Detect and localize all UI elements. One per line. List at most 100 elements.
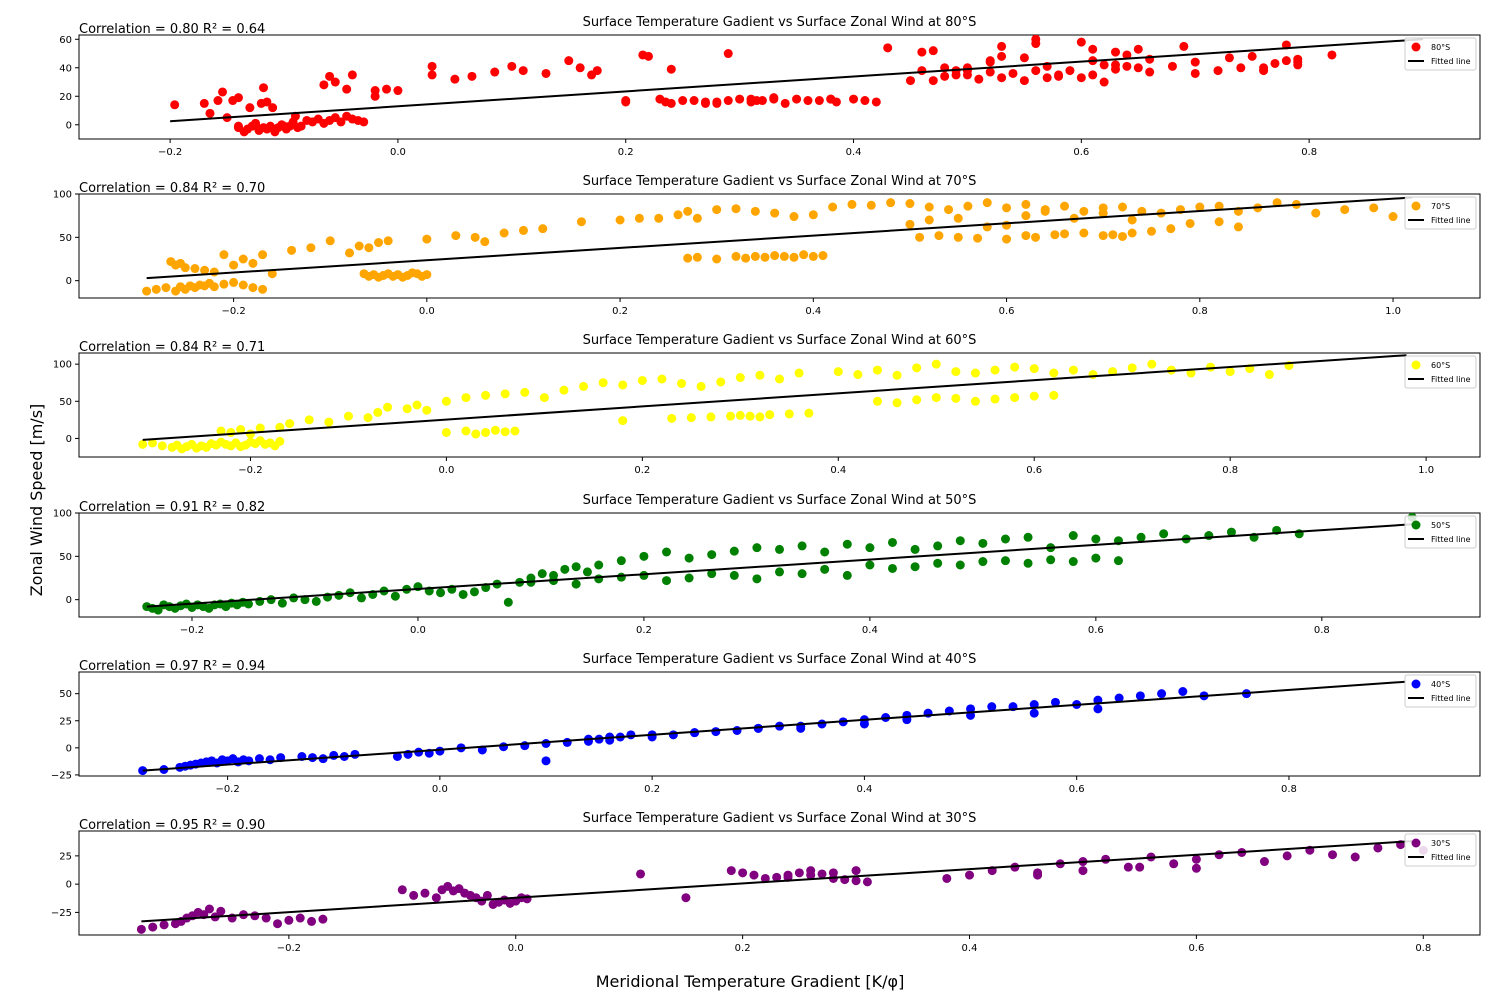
data-point xyxy=(872,365,882,375)
y-tick-label: 50 xyxy=(59,233,72,244)
data-point xyxy=(560,564,570,574)
data-point xyxy=(268,103,278,113)
data-point xyxy=(518,66,528,76)
chart-panel: Correlation = 0.97 R² = 0.94 Surface Temp… xyxy=(51,652,1481,795)
correlation-text: Correlation = 0.84 R² = 0.70 xyxy=(79,181,265,196)
data-point xyxy=(245,103,255,113)
data-point xyxy=(461,426,471,436)
data-point xyxy=(973,233,983,243)
data-point xyxy=(1226,527,1236,537)
data-point xyxy=(692,213,702,223)
data-point xyxy=(796,721,806,731)
data-point xyxy=(324,417,334,427)
data-point xyxy=(500,427,510,437)
chart-panel: Correlation = 0.95 R² = 0.90 Surface Temp… xyxy=(51,811,1481,954)
data-point xyxy=(238,254,248,264)
data-point xyxy=(924,202,934,212)
data-point xyxy=(637,375,647,385)
data-point xyxy=(711,727,721,737)
data-point xyxy=(1091,534,1101,544)
data-point xyxy=(1002,220,1012,230)
data-point xyxy=(760,873,770,883)
data-point xyxy=(755,370,765,380)
data-point xyxy=(616,556,626,566)
data-point xyxy=(541,68,551,78)
legend: 80°S Fitted line xyxy=(1404,37,1477,71)
legend-label: 40°S xyxy=(1431,680,1450,689)
data-point xyxy=(594,560,604,570)
data-point xyxy=(390,591,400,601)
x-tick-label: 0.2 xyxy=(634,465,650,476)
data-point xyxy=(818,251,828,261)
data-point xyxy=(254,754,264,764)
data-point xyxy=(797,569,807,579)
data-point xyxy=(1031,232,1041,242)
data-point xyxy=(726,411,736,421)
fitted-line xyxy=(141,840,1412,923)
axes-frame xyxy=(78,34,1481,140)
data-point xyxy=(397,885,407,895)
data-point xyxy=(383,402,393,412)
data-point xyxy=(883,43,893,53)
y-tick-label: 0 xyxy=(66,743,72,754)
data-point xyxy=(842,539,852,549)
chart-panel: Correlation = 0.80 R² = 0.64 Surface Temp… xyxy=(59,15,1481,158)
data-point xyxy=(1029,364,1039,374)
data-point xyxy=(1206,362,1216,372)
chart-panel: Correlation = 0.84 R² = 0.71 Surface Temp… xyxy=(53,333,1481,476)
data-point xyxy=(422,270,432,280)
data-point xyxy=(1233,222,1243,232)
y-tick-label: 50 xyxy=(59,552,72,563)
data-point xyxy=(871,97,881,107)
data-point xyxy=(559,385,569,395)
data-point xyxy=(350,749,360,759)
x-tick-label: 0.8 xyxy=(1415,943,1431,954)
data-point xyxy=(1046,555,1056,565)
legend-marker xyxy=(1411,838,1421,848)
data-point xyxy=(142,286,152,296)
data-point xyxy=(258,284,268,294)
data-point xyxy=(1060,201,1070,211)
data-point xyxy=(296,121,306,131)
y-tick-label: 100 xyxy=(53,509,72,520)
axes-frame xyxy=(78,193,1481,299)
data-point xyxy=(1050,230,1060,240)
data-point xyxy=(684,573,694,583)
data-point xyxy=(382,84,392,94)
legend: 40°S Fitted line xyxy=(1404,674,1477,708)
data-point xyxy=(229,260,239,270)
data-point xyxy=(847,199,857,209)
data-point xyxy=(228,96,238,106)
data-point xyxy=(792,94,802,104)
data-point xyxy=(409,890,419,900)
legend-label: Fitted line xyxy=(1431,375,1471,384)
legend-marker xyxy=(1411,42,1421,52)
data-point xyxy=(865,560,875,570)
correlation-text: Correlation = 0.91 R² = 0.82 xyxy=(79,500,265,515)
legend-label: 70°S xyxy=(1431,202,1450,211)
data-point xyxy=(229,277,239,287)
data-point xyxy=(735,410,745,420)
data-point xyxy=(775,544,784,554)
data-point xyxy=(752,543,762,553)
data-point xyxy=(1118,231,1128,241)
data-point xyxy=(745,411,755,421)
data-point xyxy=(942,873,952,883)
data-point xyxy=(1224,53,1234,63)
data-point xyxy=(934,231,944,241)
data-point xyxy=(662,576,672,586)
plot-area xyxy=(136,840,1428,934)
data-point xyxy=(138,439,148,449)
y-tick-label: 50 xyxy=(59,397,72,408)
data-point xyxy=(1145,67,1155,77)
data-point xyxy=(757,96,767,106)
data-point xyxy=(912,363,922,373)
data-point xyxy=(1191,854,1201,864)
panel-title: Surface Temperature Gadient vs Surface Z… xyxy=(583,174,977,189)
data-point xyxy=(204,904,214,914)
y-tick-label: 0 xyxy=(66,276,72,287)
data-point xyxy=(199,98,209,108)
data-point xyxy=(579,381,589,391)
data-point xyxy=(1031,39,1041,49)
data-point xyxy=(1122,61,1132,71)
